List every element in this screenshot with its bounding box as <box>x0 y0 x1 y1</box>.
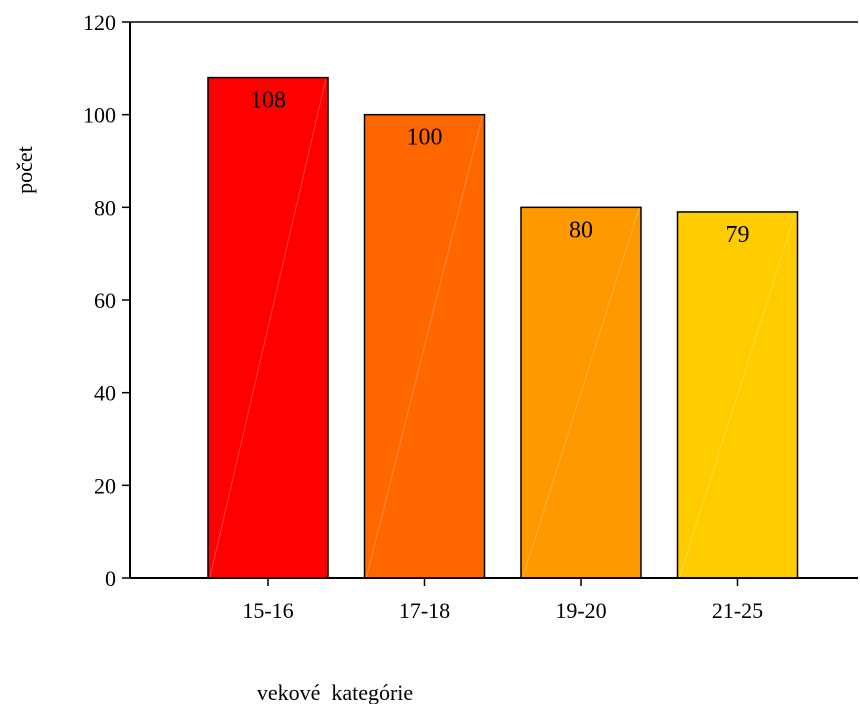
bar <box>363 113 486 579</box>
x-tick-label: 19-20 <box>555 598 606 623</box>
y-tick-label: 40 <box>94 381 116 406</box>
y-tick-label: 100 <box>83 103 116 128</box>
y-tick-label: 80 <box>94 195 116 220</box>
y-tick-label: 20 <box>94 473 116 498</box>
y-ticks: 0 20 40 60 80 100 120 <box>83 10 130 591</box>
x-tick-label: 15-16 <box>242 598 293 623</box>
bar-sheen <box>209 78 327 578</box>
bar-data-label: 80 <box>569 217 593 243</box>
y-tick-label: 120 <box>83 10 116 35</box>
bar <box>207 76 329 579</box>
x-tick-label: 21-25 <box>712 598 763 623</box>
x-axis-label: vekové kategórie <box>257 680 413 704</box>
bar <box>676 211 799 579</box>
bar-data-label: 100 <box>407 125 443 151</box>
x-tick-label: 17-18 <box>399 598 450 623</box>
bar-sheen <box>366 115 483 578</box>
bar-sheen <box>522 208 640 578</box>
bars-layer: 108 100 80 79 <box>207 76 799 579</box>
y-tick-label: 0 <box>105 566 116 591</box>
x-ticks: 15-16 17-18 19-20 21-25 <box>242 578 763 623</box>
y-axis-label: počet <box>12 146 37 194</box>
bar <box>520 206 642 579</box>
y-tick-label: 60 <box>94 288 116 313</box>
bar-data-label: 79 <box>726 222 750 248</box>
bar-data-label: 108 <box>250 88 286 114</box>
bar-sheen <box>679 212 796 578</box>
